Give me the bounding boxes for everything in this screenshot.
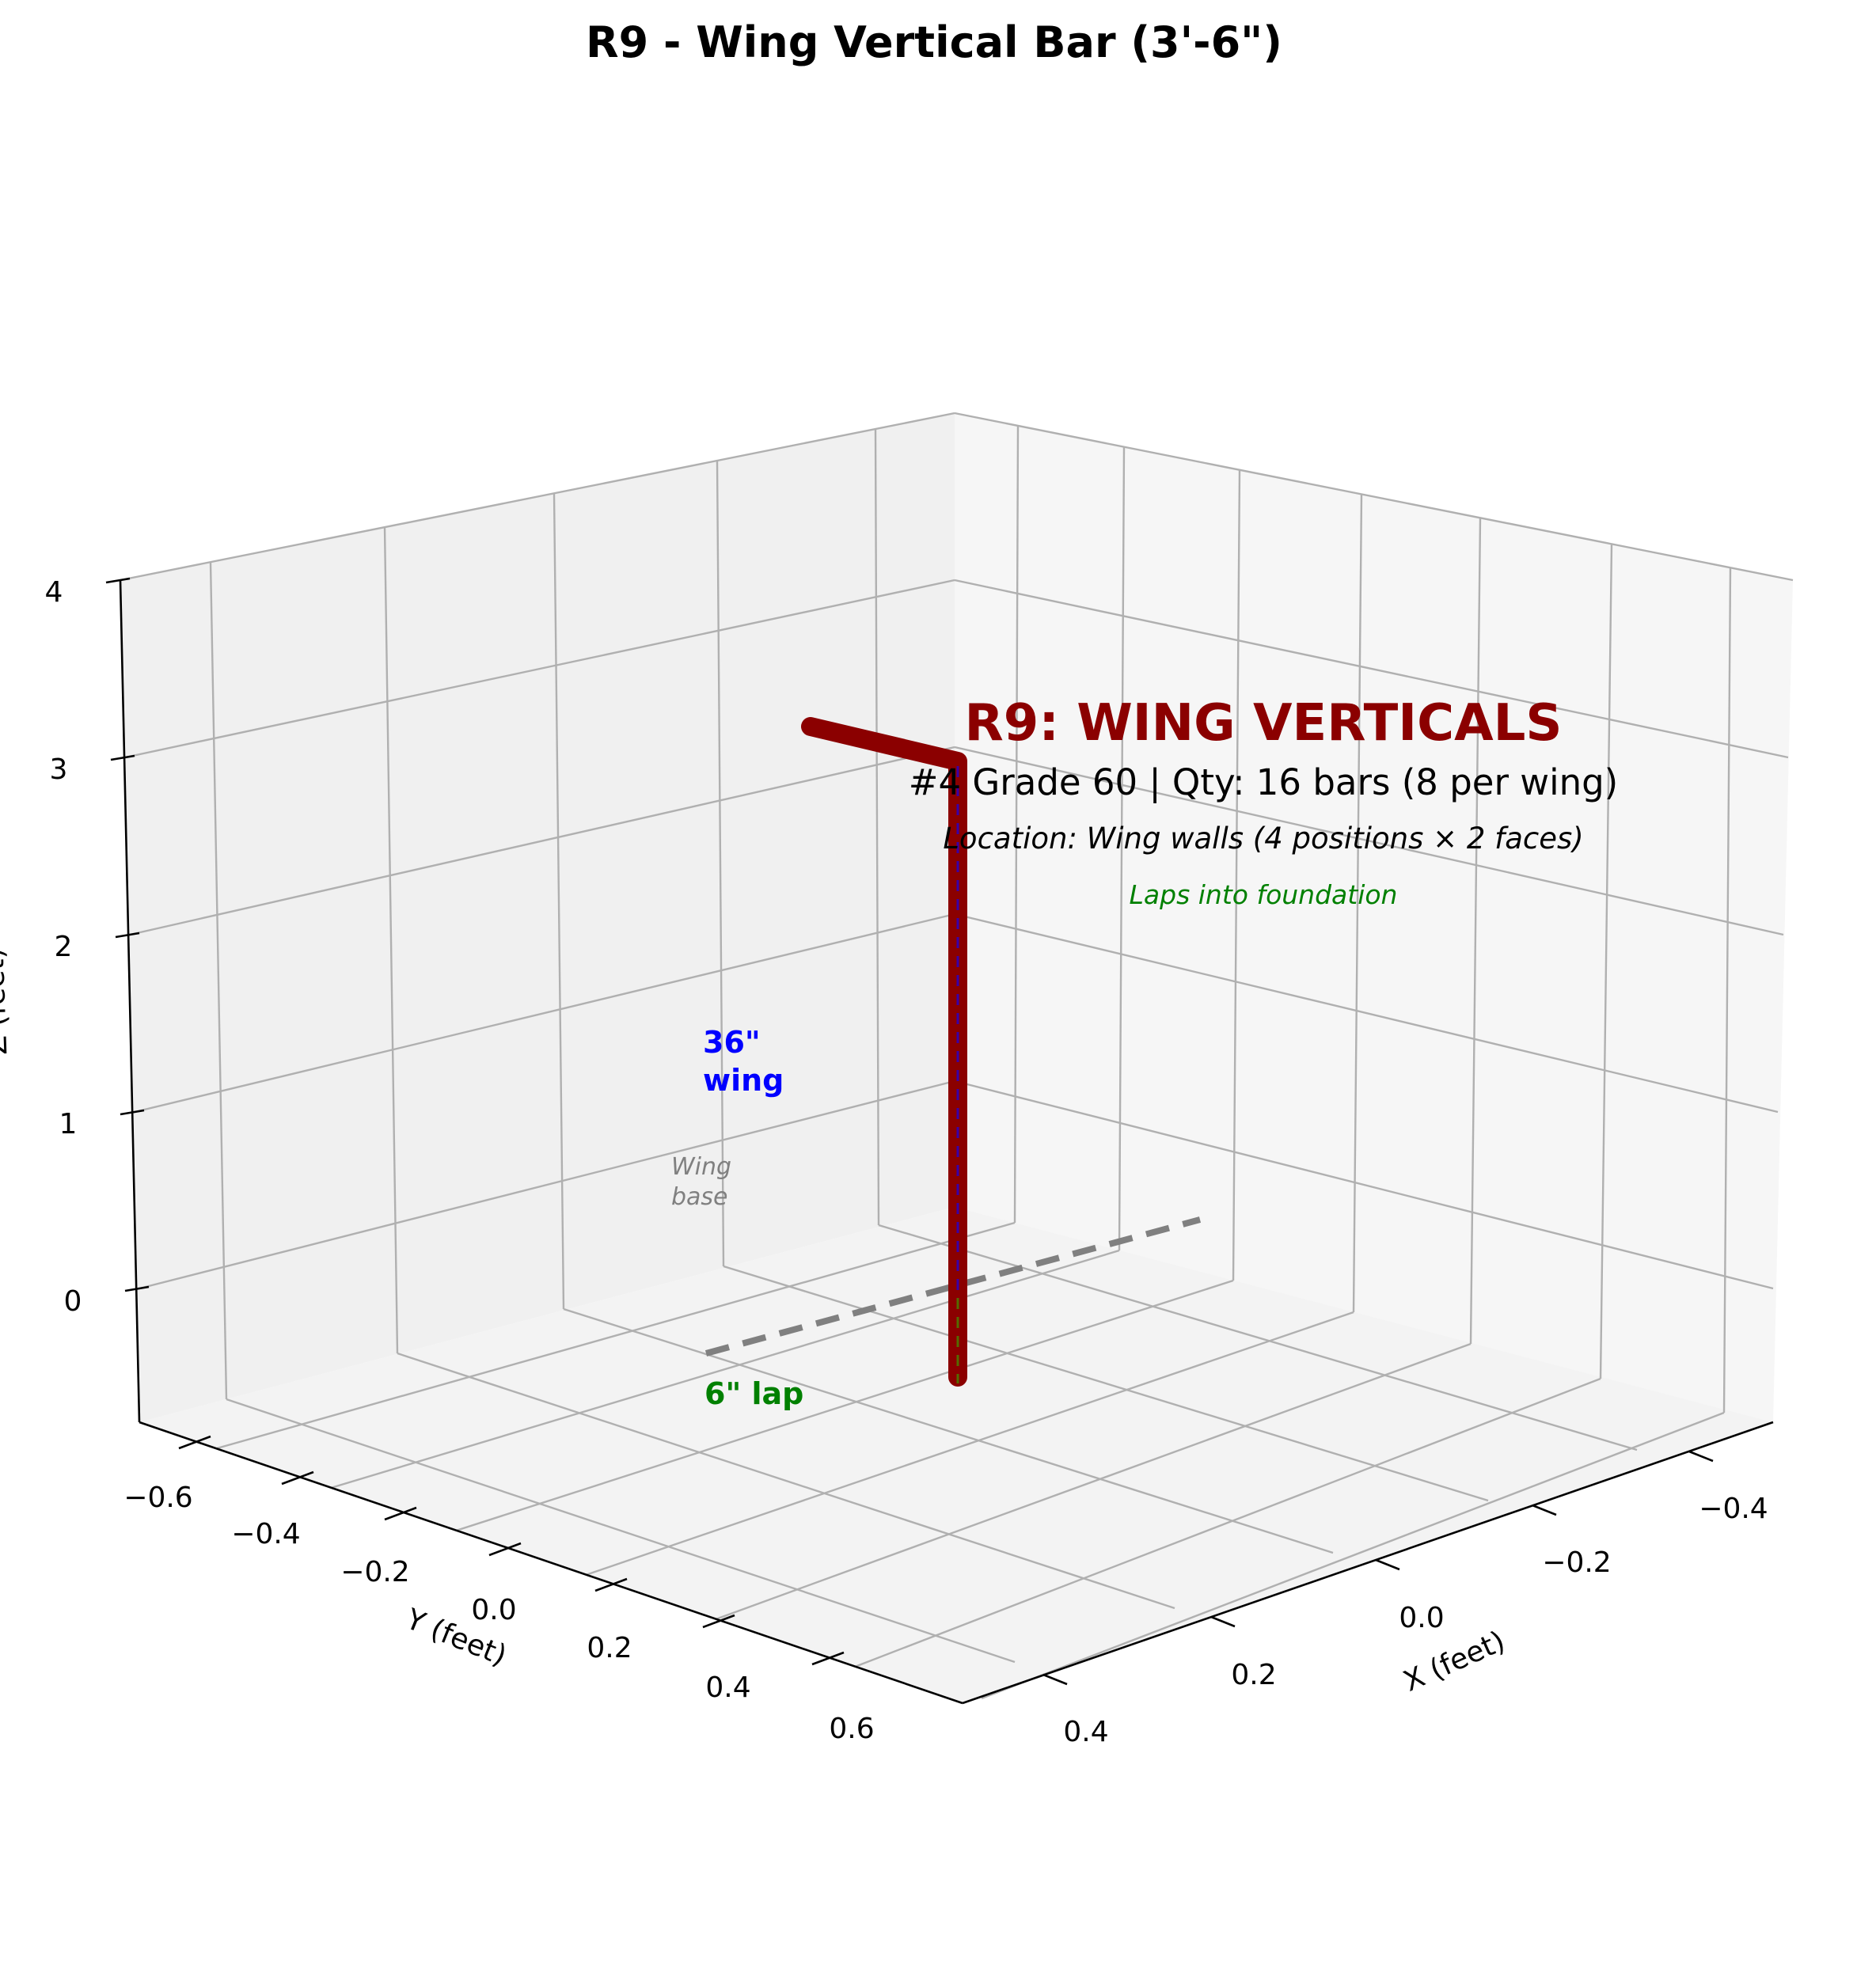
y-tick-label: −0.4 [231,1518,300,1550]
x-tick-label: −0.4 [1699,1493,1768,1525]
x-tick-label: 0.4 [1063,1716,1108,1748]
y-axis-ticks [178,1435,845,1666]
x-axis-line [962,1421,1774,1705]
z-tick-label: 2 [55,931,73,963]
grid-right-z [954,412,1794,1290]
y-tick-label: 0.6 [829,1713,874,1745]
z-tick-label: 4 [45,576,63,609]
x-tick-label: 0.0 [1399,1602,1444,1634]
x-axis-ticks [1042,1450,1714,1686]
annotations: R9: WING VERTICALS #4 Grade 60 | Qty: 16… [671,694,1618,1411]
y-tick-label: 0.2 [587,1632,632,1664]
z-tick-label: 3 [50,753,68,786]
annotation-heading: R9: WING VERTICALS [965,694,1563,753]
z-tick-label: 0 [64,1285,82,1318]
grid-right-x [1013,425,1732,1413]
wing-length-line1: 36" [703,1025,761,1060]
wing-base-line1: Wing [671,1153,731,1181]
annotation-lap-note: Laps into foundation [1130,879,1398,910]
grid-left-y [209,428,880,1400]
x-axis-label: X (feet) [1399,1625,1510,1698]
y-axis-line [139,1421,963,1705]
plot-data [704,717,1202,1387]
z-tick-label: 1 [59,1108,78,1140]
z-axis-ticks [105,577,150,1292]
y-tick-label: −0.2 [340,1556,409,1588]
pane-floor [139,1207,1773,1703]
annotation-spec: #4 Grade 60 | Qty: 16 bars (8 per wing) [909,761,1619,803]
x-tick-label: 0.2 [1231,1659,1276,1691]
y-tick-label: 0.0 [471,1594,516,1626]
wing-length-label: 36" wing [703,1025,784,1098]
axes-3d: 4 3 2 1 0 Z (feet) −0.6 −0.4 −0.2 0.0 0.… [0,412,1794,1748]
lap-length-label: 6" lap [704,1376,803,1411]
z-axis-line [119,579,141,1423]
grid-left-z [120,412,955,1290]
grid-floor-x [216,1221,1725,1700]
wing-base-line2: base [671,1183,728,1211]
z-axis-label: Z (feet) [0,947,13,1056]
wing-base-label: Wing base [671,1153,739,1211]
x-tick-label: −0.2 [1542,1546,1611,1579]
annotation-location: Location: Wing walls (4 positions × 2 fa… [943,822,1583,856]
wing-base-line [704,1216,1202,1357]
pane-left [120,413,955,1422]
chart-title: R9 - Wing Vertical Bar (3'-6") [586,17,1282,67]
y-tick-label: −0.6 [123,1482,192,1514]
y-tick-label: 0.4 [705,1672,750,1704]
wing-length-line2: wing [703,1063,784,1098]
grid-floor-y [226,1224,1638,1664]
pane-right [955,413,1793,1422]
